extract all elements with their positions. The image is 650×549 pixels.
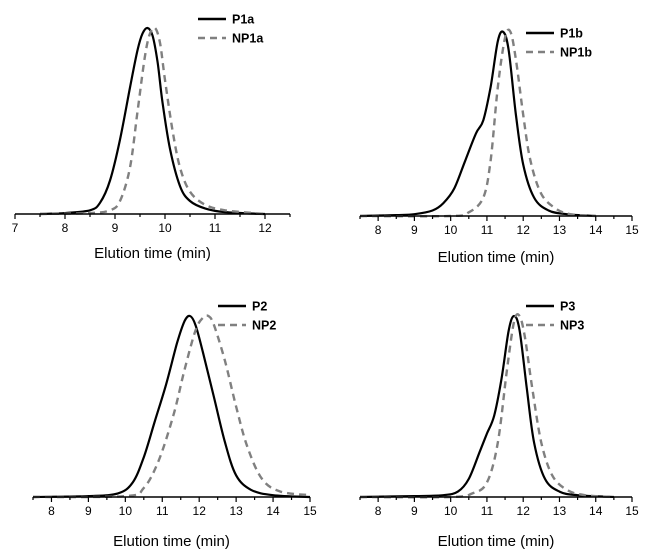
x-tick-label: 7: [12, 221, 19, 235]
x-tick-label: 11: [481, 504, 494, 518]
legend-label-P1b: P1b: [560, 27, 583, 41]
x-tick-label: 8: [62, 221, 69, 235]
x-tick-label: 9: [411, 223, 418, 237]
x-tick-label: 14: [589, 504, 603, 518]
x-tick-label: 15: [625, 504, 639, 518]
series-line-P1b: [359, 30, 596, 218]
x-tick-label: 12: [258, 221, 272, 235]
legend-label-P1a: P1a: [232, 13, 255, 27]
legend: P1a NP1a: [198, 13, 264, 46]
chart-panel-1: 7 8 9 10 11 12 Elution time (min) P1a NP1a: [12, 13, 291, 262]
chart-panel-2: 8 9 10 11 12 13 14 15 Elution time (min) P1b NP1b: [359, 27, 639, 266]
x-tick-label: 14: [589, 223, 603, 237]
x-axis-title: Elution time (min): [438, 533, 555, 549]
x-tick-label: 9: [112, 221, 119, 235]
x-tick-label: 14: [266, 504, 280, 518]
x-tick-label: 11: [481, 223, 494, 237]
x-tick-label: 13: [229, 504, 243, 518]
x-tick-label: 8: [375, 223, 382, 237]
legend-label-P3: P3: [560, 300, 575, 314]
x-tick-label: 13: [553, 504, 567, 518]
x-axis-title: Elution time (min): [113, 533, 230, 549]
legend-label-NP1a: NP1a: [232, 32, 264, 46]
x-tick-label: 10: [119, 504, 133, 518]
x-tick-label: 8: [375, 504, 382, 518]
series-line-P3: [359, 314, 614, 499]
x-tick-label: 12: [517, 223, 531, 237]
x-tick-label: 9: [85, 504, 92, 518]
series-line-P2: [32, 314, 311, 499]
x-tick-label: 10: [158, 221, 172, 235]
x-tick-label: 11: [209, 221, 222, 235]
legend-label-NP2: NP2: [252, 319, 276, 333]
series-line-P1a: [39, 26, 266, 216]
series-line-NP1a: [39, 26, 266, 216]
legend-label-P2: P2: [252, 300, 267, 314]
x-tick-label: 11: [156, 504, 169, 518]
x-tick-label: 12: [517, 504, 531, 518]
series-line-NP3: [359, 312, 614, 499]
legend-label-NP1b: NP1b: [560, 46, 592, 60]
x-tick-label: 8: [48, 504, 55, 518]
x-tick-label: 10: [444, 223, 458, 237]
x-tick-label: 15: [625, 223, 639, 237]
x-tick-label: 13: [553, 223, 567, 237]
legend-label-NP3: NP3: [560, 319, 584, 333]
x-tick-label: 12: [193, 504, 207, 518]
x-tick-label: 9: [411, 504, 418, 518]
x-axis-title: Elution time (min): [94, 245, 211, 262]
series-line-NP2: [32, 314, 311, 499]
series-line-NP1b: [359, 28, 596, 218]
legend: P1b NP1b: [526, 27, 592, 60]
x-axis-title: Elution time (min): [438, 249, 555, 266]
x-tick-label: 10: [444, 504, 458, 518]
x-tick-label: 15: [303, 504, 317, 518]
